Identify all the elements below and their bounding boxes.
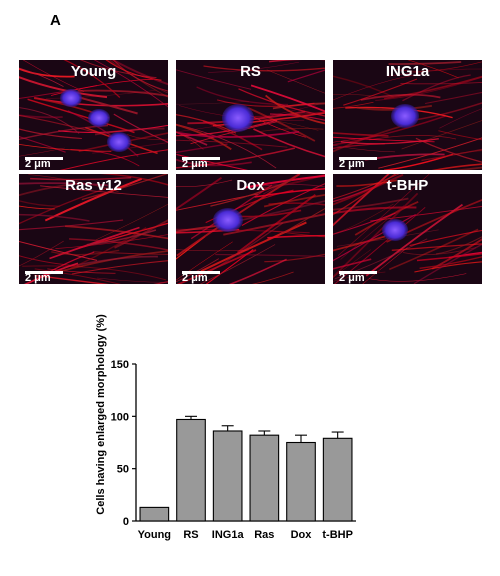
actin-fibers [176, 174, 325, 284]
micrograph-image [176, 60, 325, 170]
scale-bar [182, 157, 220, 160]
actin-fibers [333, 60, 482, 170]
nucleus [107, 132, 131, 152]
y-axis-label: Cells having enlarged morphology (%) [95, 314, 107, 515]
scale-bar [25, 271, 63, 274]
panel-letter: A [50, 12, 61, 29]
bar [322, 437, 353, 522]
scale-label: 2 μm [182, 272, 208, 284]
micrograph-young: Young 2 μm [19, 60, 168, 170]
nucleus [382, 219, 408, 241]
micrograph-ing1a: ING1a 2 μm [333, 60, 482, 170]
scale-bar [182, 271, 220, 274]
nucleus [391, 104, 419, 128]
bar [176, 418, 206, 522]
micrograph-image [333, 174, 482, 284]
x-tick-label: ING1a [212, 529, 245, 541]
actin-fibers [333, 174, 482, 284]
micrograph-label: RS [240, 63, 261, 80]
scale-bar [339, 271, 377, 274]
scale-label: 2 μm [339, 158, 365, 170]
micrograph-ras-v12: Ras v12 2 μm [19, 174, 168, 284]
actin-fibers [19, 60, 168, 170]
x-tick-label: Young [138, 529, 171, 541]
micrograph-label: Ras v12 [65, 177, 122, 194]
micrograph-label: t-BHP [386, 177, 429, 194]
actin-fibers [19, 174, 168, 284]
x-tick-label: Ras [254, 529, 274, 541]
scale-label: 2 μm [182, 158, 208, 170]
x-tick-label: Dox [291, 529, 313, 541]
y-tick-label: 0 [123, 516, 129, 528]
scale-bar [339, 157, 377, 160]
bar [249, 434, 280, 522]
bar [139, 506, 170, 522]
nucleus [88, 109, 110, 127]
nucleus [222, 104, 254, 132]
scale-label: 2 μm [25, 272, 51, 284]
micrograph-label: Dox [236, 177, 265, 194]
micrograph-image [176, 174, 325, 284]
micrograph-rs: RS 2 μm [176, 60, 325, 170]
micrograph-t-bhp: t-BHP 2 μm [333, 174, 482, 284]
nucleus [60, 89, 82, 107]
micrograph-label: Young [70, 63, 117, 80]
micrograph-image [19, 60, 168, 170]
y-tick-label: 50 [117, 464, 129, 476]
x-tick-label: RS [183, 529, 198, 541]
micrograph-image [19, 174, 168, 284]
y-tick-label: 150 [111, 359, 129, 371]
scale-label: 2 μm [339, 272, 365, 284]
nucleus [213, 208, 243, 232]
bar [212, 430, 243, 522]
y-tick-label: 100 [111, 411, 129, 423]
x-tick-label: t-BHP [322, 529, 353, 541]
micrograph-dox: Dox 2 μm [176, 174, 325, 284]
scale-label: 2 μm [25, 158, 51, 170]
scale-bar [25, 157, 63, 160]
micrograph-image [333, 60, 482, 170]
bar [286, 441, 316, 522]
micrograph-label: ING1a [385, 63, 430, 80]
